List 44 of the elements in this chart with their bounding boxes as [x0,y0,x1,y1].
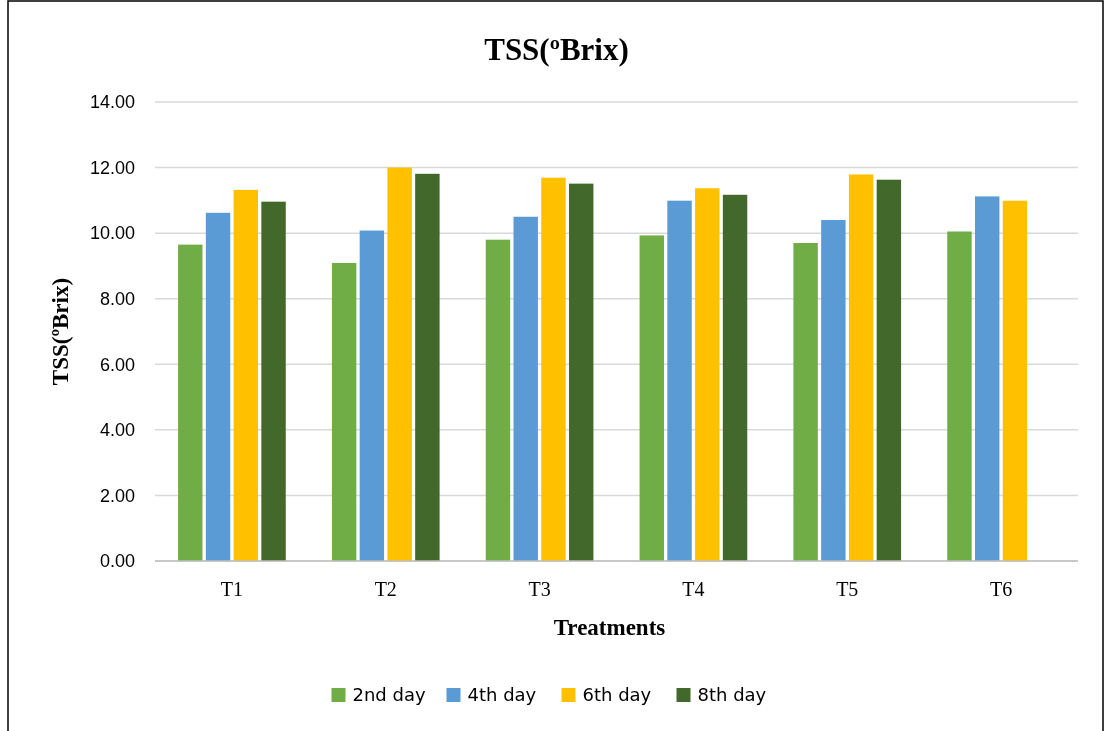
y-tick-label: 12.00 [89,157,135,178]
y-tick-label: 6.00 [99,354,135,375]
bar [331,262,357,561]
y-tick-label: 0.00 [99,551,135,572]
chart-title: TSS(ºBrix) [484,32,629,67]
bar [513,216,538,561]
x-tick-label: T1 [220,578,244,600]
bar [695,188,720,561]
x-tick-label: T3 [528,578,551,600]
x-tick-label: T5 [836,578,859,600]
bar [821,220,846,561]
bar [178,244,203,561]
legend-label: 6th day [582,684,652,706]
bar [387,167,412,561]
legend-label: 8th day [697,684,767,706]
x-axis-title: Treatments [553,615,666,640]
bar [876,179,902,561]
bar [793,242,818,561]
y-tick-label: 10.00 [89,223,135,244]
x-tick-label: T4 [682,578,705,600]
legend-label: 4th day [467,684,537,706]
legend-label: 2nd day [352,684,426,706]
bar [485,239,511,561]
bar [848,174,874,561]
bar [722,194,748,561]
bar [1002,200,1028,561]
y-tick-label: 2.00 [99,485,135,506]
bar [975,196,1000,561]
x-tick-label: T2 [374,578,397,600]
bar [205,212,231,561]
bar [569,183,594,561]
y-tick-label: 14.00 [89,92,135,113]
bar [233,189,259,561]
bar [359,230,385,561]
x-tick-label: T6 [989,578,1013,600]
bar [667,200,692,561]
bar [541,177,566,561]
bar [639,235,664,561]
bar [947,231,972,561]
y-tick-label: 8.00 [99,289,135,310]
y-tick-label: 4.00 [99,420,135,441]
bar [261,201,286,561]
y-axis-title: TSS(ºBrix) [48,277,73,386]
bar [415,173,440,561]
